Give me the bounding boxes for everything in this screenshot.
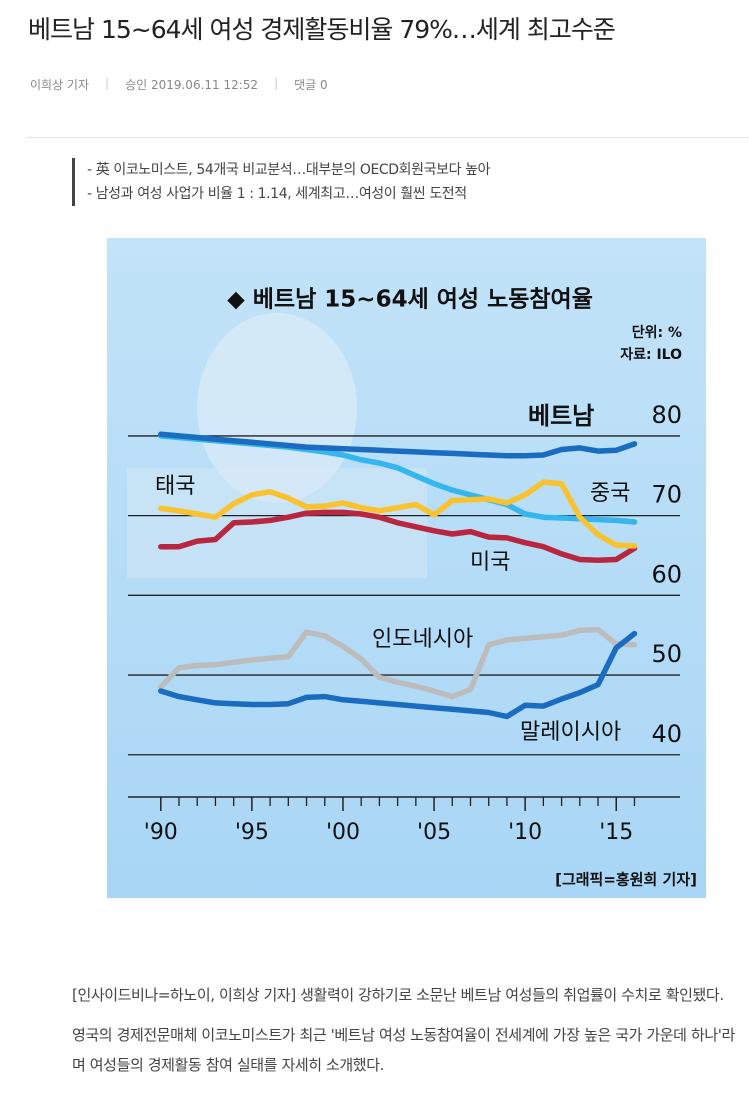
- author: 이희상 기자: [30, 78, 90, 92]
- series-label: 태국: [155, 474, 195, 499]
- separator: |: [274, 76, 279, 90]
- series-line: [158, 630, 638, 720]
- comment-count[interactable]: 댓글 0: [294, 78, 328, 92]
- series-label: 미국: [470, 550, 510, 575]
- photo-figure: [127, 468, 427, 578]
- article-body: [인사이드비나=하노이, 이희상 기자] 생활력이 강하기로 소문난 베트남 여…: [72, 980, 744, 1090]
- summary-line: - 英 이코노미스트, 54개국 비교분석…대부분의 OECD회원국보다 높아: [87, 162, 491, 178]
- summary: - 英 이코노미스트, 54개국 비교분석…대부분의 OECD회원국보다 높아 …: [72, 158, 490, 206]
- x-tick-label: '00: [326, 820, 360, 845]
- series-line: [158, 431, 638, 459]
- x-tick-label: '15: [599, 820, 633, 845]
- y-tick-label: 50: [651, 640, 682, 668]
- series-line: [158, 626, 638, 700]
- divider: [26, 137, 749, 138]
- paragraph: 영국의 경제전문매체 이코노미스트가 최근 '베트남 여성 노동참여율이 전세계…: [72, 1026, 735, 1074]
- unit-note: 단위: %: [632, 324, 682, 341]
- x-tick-label: '95: [235, 820, 269, 845]
- y-tick-label: 70: [651, 481, 682, 509]
- paragraph: [인사이드비나=하노이, 이희상 기자] 생활력이 강하기로 소문난 베트남 여…: [72, 986, 724, 1004]
- separator: |: [105, 76, 110, 90]
- chart-title: ◆ 베트남 15~64세 여성 노동참여율: [227, 287, 593, 313]
- credit: [그래픽=홍원희 기자]: [555, 871, 697, 889]
- article-title: 베트남 15~64세 여성 경제활동비율 79%…세계 최고수준: [28, 15, 616, 44]
- series-label: 베트남: [528, 402, 594, 430]
- x-tick-label: '10: [508, 820, 542, 845]
- y-tick-label: 40: [651, 720, 682, 748]
- summary-line: - 남성과 여성 사업가 비율 1 : 1.14, 세계최고…여성이 훨씬 도전…: [87, 186, 467, 202]
- chart: ◆ 베트남 15~64세 여성 노동참여율 단위: % 자료: ILO [그래픽…: [107, 238, 706, 898]
- photo-figure: [197, 313, 357, 503]
- x-tick-label: '90: [144, 820, 178, 845]
- series-label: 중국: [590, 481, 630, 506]
- series-label: 인도네시아: [372, 627, 473, 652]
- series-line: [158, 479, 638, 549]
- x-tick-label: '05: [417, 820, 451, 845]
- y-tick-label: 80: [651, 401, 682, 429]
- y-tick-label: 60: [651, 560, 682, 588]
- article-meta: 이희상 기자 | 승인 2019.06.11 12:52 | 댓글 0: [30, 76, 328, 93]
- series-line: [158, 509, 638, 564]
- source-note: 자료: ILO: [620, 347, 682, 363]
- series-label: 말레이시아: [520, 720, 621, 745]
- approved-date: 승인 2019.06.11 12:52: [125, 78, 259, 92]
